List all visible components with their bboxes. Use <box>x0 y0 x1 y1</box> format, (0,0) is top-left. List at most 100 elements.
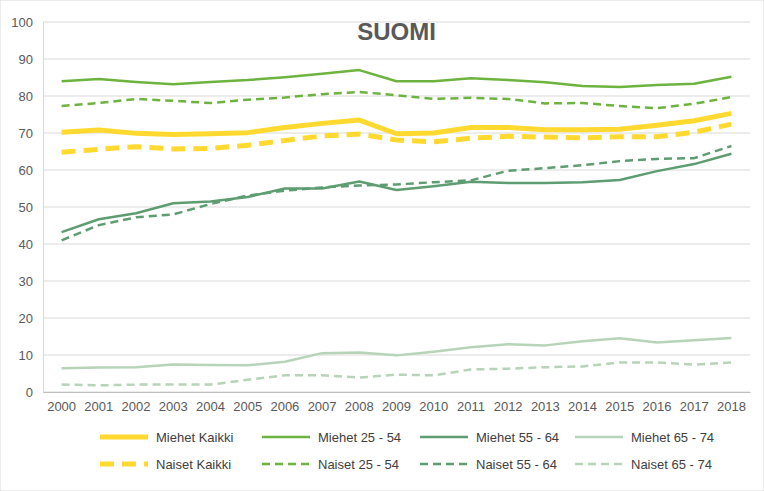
series-line <box>62 338 732 368</box>
x-tick: 2000 <box>47 392 76 414</box>
y-tick: 70 <box>19 126 43 141</box>
x-tick-label: 2015 <box>605 399 634 414</box>
background <box>0 0 764 491</box>
y-tick-label: 70 <box>19 126 33 141</box>
legend-item: Miehet 65 - 74 <box>575 430 714 445</box>
y-tick: 90 <box>19 52 43 67</box>
y-tick-label: 60 <box>19 163 33 178</box>
x-tick-label: 2002 <box>122 399 151 414</box>
y-tick: 40 <box>19 237 43 252</box>
legend-swatch <box>100 435 148 440</box>
legend-label: Miehet 55 - 64 <box>476 430 559 445</box>
series-line <box>62 70 732 87</box>
x-tick: 2005 <box>233 392 262 414</box>
x-tick-label: 2004 <box>196 399 225 414</box>
legend-item: Naiset 65 - 74 <box>575 457 712 472</box>
lines <box>62 70 732 385</box>
y-tick-label: 0 <box>26 385 33 400</box>
grid-line <box>43 392 750 393</box>
x-tick: 2010 <box>419 392 448 414</box>
x-tick: 2018 <box>717 392 746 414</box>
legend-swatch <box>100 462 148 467</box>
series-line <box>62 154 732 232</box>
series-line <box>62 92 732 108</box>
legend-label: Miehet Kaikki <box>156 430 233 445</box>
y-tick: 30 <box>19 274 43 289</box>
x-tick-label: 2017 <box>680 399 709 414</box>
x-tick-label: 2014 <box>568 399 597 414</box>
title: SUOMI <box>357 18 436 45</box>
legend-item: Naiset 25 - 54 <box>262 457 399 472</box>
x-tick-label: 2008 <box>345 399 374 414</box>
grid-line <box>43 96 750 97</box>
y-axis-line <box>43 23 44 393</box>
grid-line <box>43 59 750 60</box>
y-tick: 0 <box>26 385 43 400</box>
x-tick: 2011 <box>457 392 485 414</box>
legend-item: Miehet 55 - 64 <box>420 430 559 445</box>
x-tick: 2007 <box>308 392 337 414</box>
x-tick: 2012 <box>494 392 523 414</box>
x-tick-label: 2013 <box>531 399 560 414</box>
x-axis-line <box>44 392 751 393</box>
x-tick-label: 2011 <box>457 399 485 414</box>
legend-label: Miehet 25 - 54 <box>318 430 401 445</box>
y-tick-label: 90 <box>19 52 33 67</box>
y-tick: 50 <box>19 200 43 215</box>
x-tick: 2002 <box>122 392 151 414</box>
legend-item: Miehet 25 - 54 <box>262 430 401 445</box>
x-tick-label: 2009 <box>382 399 411 414</box>
x-tick: 2008 <box>345 392 374 414</box>
legend-label: Miehet 65 - 74 <box>631 430 714 445</box>
x-tick-label: 2001 <box>84 399 113 414</box>
legend-swatch <box>575 436 623 439</box>
y-tick-label: 20 <box>19 311 33 326</box>
x-tick-label: 2010 <box>419 399 448 414</box>
series-line <box>62 146 732 240</box>
x-tick: 2013 <box>531 392 560 414</box>
x-tick-label: 2006 <box>270 399 299 414</box>
series-line <box>62 113 732 134</box>
grid-line <box>43 318 750 319</box>
y-tick: 10 <box>19 348 43 363</box>
series-line <box>62 124 732 152</box>
x-tick-label: 2005 <box>233 399 262 414</box>
y-tick-label: 80 <box>19 89 33 104</box>
legend: Miehet Kaikki Miehet 25 - 54 Miehet 55 - 6… <box>100 430 714 472</box>
x-tick-label: 2000 <box>47 399 76 414</box>
grid-line <box>43 207 750 208</box>
y-tick: 60 <box>19 163 43 178</box>
x-tick: 2006 <box>270 392 299 414</box>
y-tick-label: 40 <box>19 237 33 252</box>
x-tick-label: 2012 <box>494 399 523 414</box>
x-tick-label: 2018 <box>717 399 746 414</box>
legend-label: Naiset 55 - 64 <box>476 457 557 472</box>
legend-swatch <box>420 463 468 466</box>
x-tick: 2009 <box>382 392 411 414</box>
grid-line <box>43 170 750 171</box>
x-tick-label: 2016 <box>643 399 672 414</box>
x-tick: 2017 <box>680 392 709 414</box>
grid-line <box>43 244 750 245</box>
legend-swatch <box>262 436 310 439</box>
legend-label: Naiset 25 - 54 <box>318 457 399 472</box>
y-tick: 100 <box>11 15 43 30</box>
legend-item: Miehet Kaikki <box>100 430 233 445</box>
x-tick: 2004 <box>196 392 225 414</box>
legend-swatch <box>262 463 310 466</box>
grid <box>43 22 750 392</box>
legend-label: Naiset Kaikki <box>156 457 231 472</box>
y-tick-label: 100 <box>11 15 33 30</box>
x-tick: 2003 <box>159 392 188 414</box>
x-axis: 2000 2001 2002 2003 2004 2005 2006 2007 2008 2009… <box>44 392 751 414</box>
y-tick-label: 50 <box>19 200 33 215</box>
legend-swatch <box>420 436 468 439</box>
y-tick: 80 <box>19 89 43 104</box>
y-axis: 0 10 20 30 40 50 60 70 80 90 100 <box>11 15 43 400</box>
legend-swatch <box>575 463 623 466</box>
grid-line <box>43 281 750 282</box>
x-tick: 2015 <box>605 392 634 414</box>
y-tick-label: 10 <box>19 348 33 363</box>
legend-item: Naiset Kaikki <box>100 457 231 472</box>
y-tick-label: 30 <box>19 274 33 289</box>
